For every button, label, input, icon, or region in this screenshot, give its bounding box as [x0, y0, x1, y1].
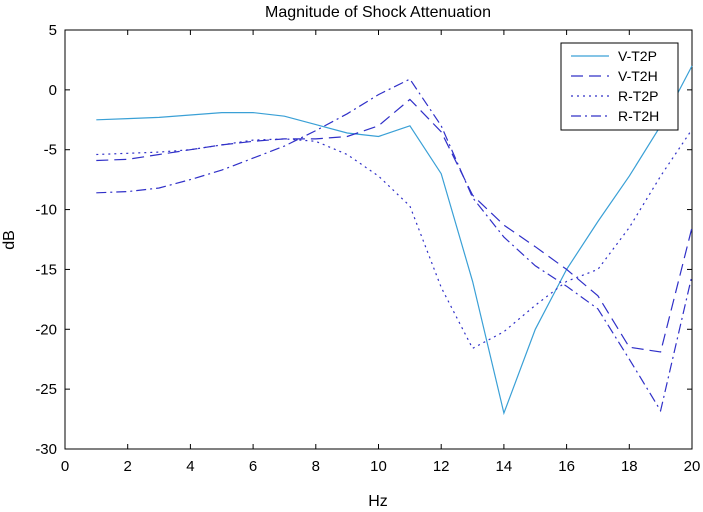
legend-label: V-T2P	[618, 48, 657, 64]
x-tick-label: 0	[61, 458, 69, 475]
series-line-v-t2h	[96, 98, 693, 353]
x-tick-label: 8	[312, 458, 320, 475]
x-tick-label: 20	[684, 458, 701, 475]
y-tick-label: -30	[35, 441, 57, 458]
y-tick-label: -10	[35, 202, 57, 219]
x-tick-label: 2	[124, 458, 132, 475]
legend-label: R-T2H	[618, 108, 659, 124]
series-lines	[96, 65, 693, 416]
legend: V-T2P V-T2H R-T2P R-T2H	[560, 42, 679, 131]
chart-title: Magnitude of Shock Attenuation	[265, 4, 491, 21]
y-tick-label: -5	[44, 142, 57, 159]
y-tick-label: -15	[35, 261, 57, 278]
y-tick-label: -25	[35, 381, 57, 398]
y-tick-label: 5	[49, 22, 57, 39]
x-axis-label: Hz	[368, 493, 388, 510]
series-line-v-t2p	[96, 65, 693, 416]
x-tick-label: 4	[186, 458, 194, 475]
x-tick-label: 14	[496, 458, 513, 475]
y-tick-label: 0	[49, 82, 57, 99]
x-tick-label: 18	[621, 458, 638, 475]
y-axis-label: dB	[1, 230, 18, 250]
x-tick-label: 12	[433, 458, 450, 475]
x-tick-label: 10	[370, 458, 387, 475]
y-tick-label: -20	[35, 321, 57, 338]
series-line-r-t2h	[96, 78, 693, 413]
legend-label: R-T2P	[618, 88, 658, 104]
y-axis: -30 -25 -20 -15 -10 -5 0 5	[35, 22, 692, 458]
x-axis: 0 2 4 6 8 10 12 14 16 18 20	[61, 30, 701, 475]
legend-label: V-T2H	[618, 68, 658, 84]
x-tick-label: 6	[249, 458, 257, 475]
x-tick-label: 16	[558, 458, 575, 475]
